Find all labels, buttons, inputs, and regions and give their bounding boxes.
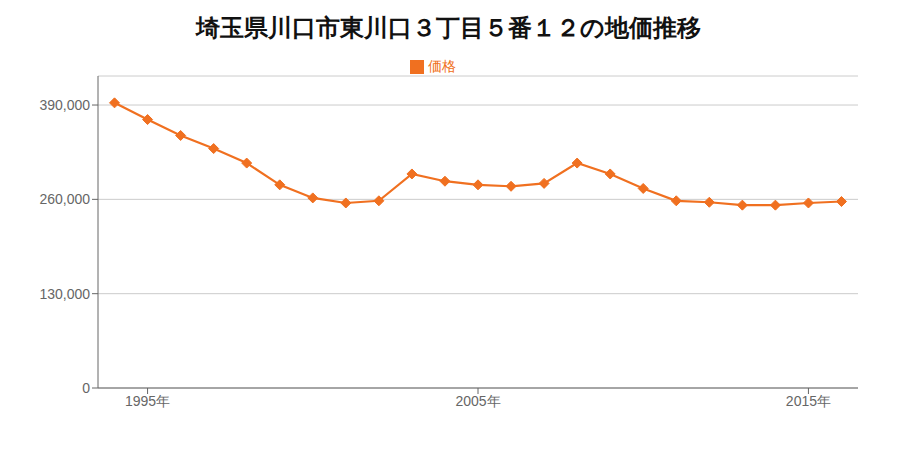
svg-text:390,000: 390,000 (39, 97, 90, 113)
html-text:価格: 価格 (428, 58, 456, 74)
svg-text:1995年: 1995年 (125, 393, 170, 409)
html-text:埼玉県川口市東川口３丁目５番１２の地価推移: 埼玉県川口市東川口３丁目５番１２の地価推移 (195, 14, 701, 41)
svg-text:130,000: 130,000 (39, 286, 90, 302)
svg-text:0: 0 (82, 380, 90, 396)
svg-text:2005年: 2005年 (455, 393, 500, 409)
svg-text:2015年: 2015年 (786, 393, 831, 409)
svg-text:260,000: 260,000 (39, 191, 90, 207)
